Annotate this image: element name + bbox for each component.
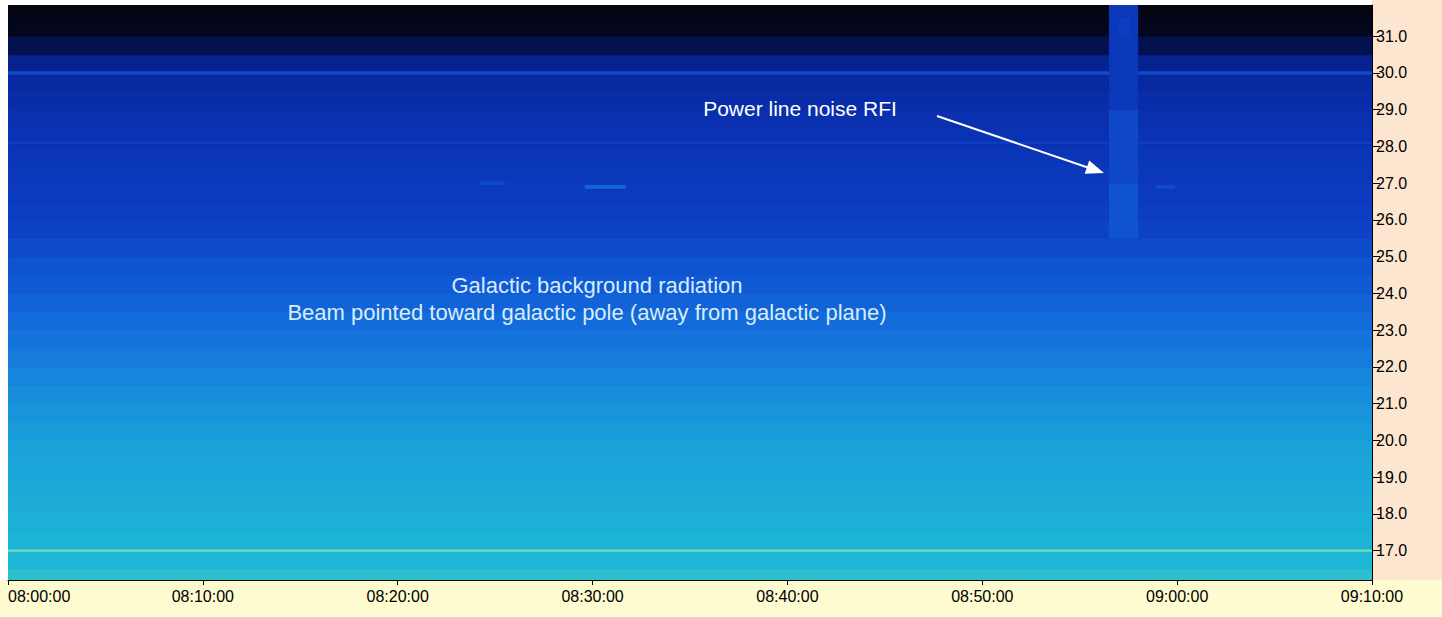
svg-text:08:50:00: 08:50:00 [951, 588, 1013, 605]
svg-text:28.0: 28.0 [1376, 138, 1407, 155]
svg-text:21.0: 21.0 [1376, 395, 1407, 412]
svg-text:Power line noise RFI: Power line noise RFI [703, 97, 897, 120]
svg-text:08:40:00: 08:40:00 [756, 588, 818, 605]
svg-text:31.0: 31.0 [1376, 28, 1407, 45]
svg-text:09:00:00: 09:00:00 [1146, 588, 1208, 605]
svg-text:Beam pointed toward galactic p: Beam pointed toward galactic pole (away … [287, 300, 886, 325]
svg-text:08:20:00: 08:20:00 [367, 588, 429, 605]
svg-text:26.0: 26.0 [1376, 211, 1407, 228]
svg-text:20.0: 20.0 [1376, 432, 1407, 449]
svg-text:08:30:00: 08:30:00 [561, 588, 623, 605]
svg-text:08:10:00: 08:10:00 [172, 588, 234, 605]
svg-text:29.0: 29.0 [1376, 101, 1407, 118]
svg-text:27.0: 27.0 [1376, 175, 1407, 192]
svg-text:08:00:00: 08:00:00 [8, 588, 70, 605]
svg-text:19.0: 19.0 [1376, 469, 1407, 486]
svg-text:30.0: 30.0 [1376, 64, 1407, 81]
svg-text:25.0: 25.0 [1376, 248, 1407, 265]
svg-text:Galactic background radiation: Galactic background radiation [451, 273, 742, 298]
svg-text:17.0: 17.0 [1376, 542, 1407, 559]
svg-text:22.0: 22.0 [1376, 358, 1407, 375]
svg-text:09:10:00: 09:10:00 [1341, 588, 1403, 605]
svg-text:23.0: 23.0 [1376, 322, 1407, 339]
svg-text:24.0: 24.0 [1376, 285, 1407, 302]
svg-text:18.0: 18.0 [1376, 505, 1407, 522]
